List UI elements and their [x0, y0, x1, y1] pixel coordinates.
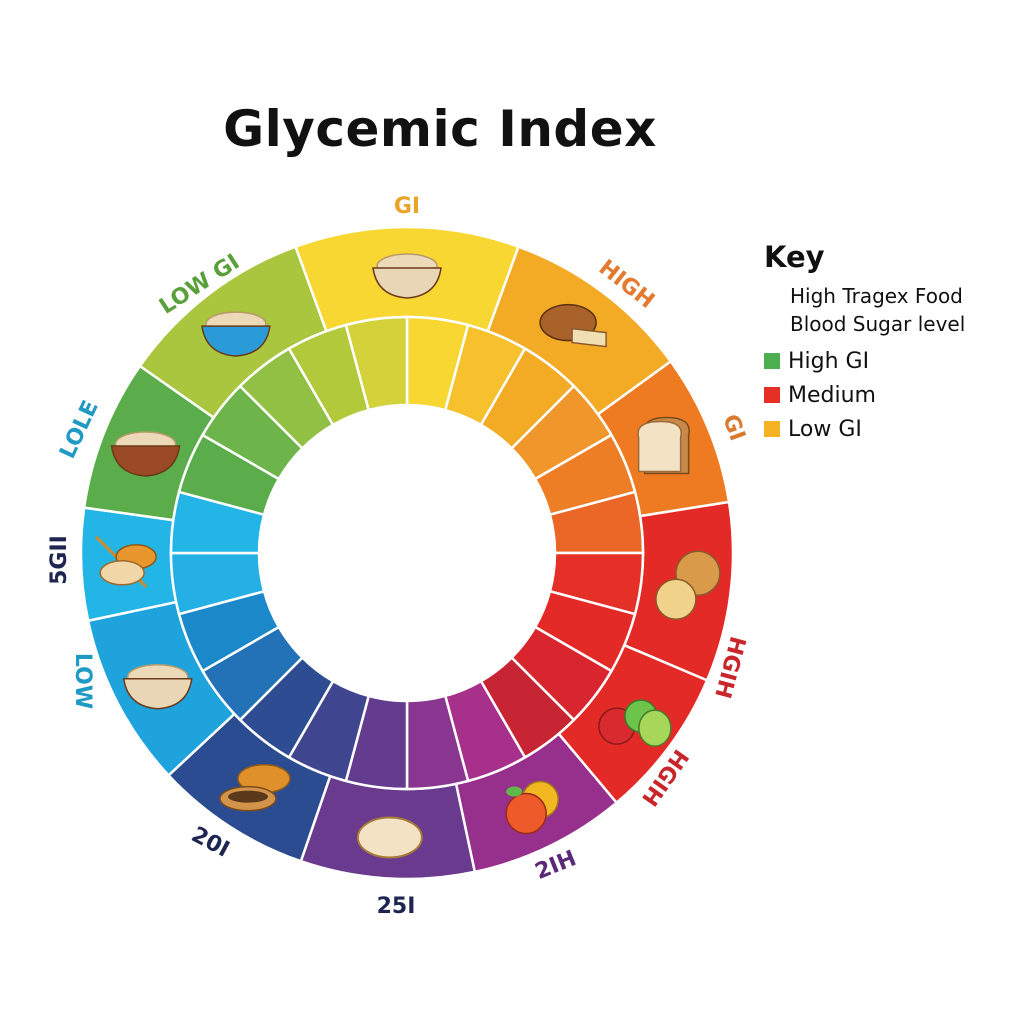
legend-title: Key: [764, 240, 825, 274]
wheat-and-bread-icon: [95, 535, 157, 588]
food-icons: [95, 253, 721, 859]
brown-oat-bowl-icon: [110, 431, 181, 477]
popcorn-bowl-icon: [122, 664, 193, 710]
ring-label: LOW: [70, 653, 95, 709]
legend-description: High Tragex Food Blood Sugar level: [764, 282, 1014, 338]
legend-label: Medium: [788, 382, 876, 408]
legend-label: Low GI: [788, 416, 862, 442]
legend-item-medium: Medium: [764, 378, 1014, 412]
bread-and-bowl-icon: [372, 253, 442, 299]
legend-item-low-gi: Low GI: [764, 412, 1014, 446]
bread-loaf-icon: [539, 303, 607, 348]
ring-label: 5GII: [47, 535, 72, 585]
legend-description-line: Blood Sugar level: [790, 312, 966, 336]
ring-label: GI: [717, 411, 749, 444]
tomato-and-guava-icon: [598, 699, 672, 747]
legend-item-high-gi: High GI: [764, 344, 1014, 378]
blue-oat-bowl-icon: [201, 311, 271, 357]
legend-swatch-red: [764, 387, 780, 403]
ring-label: 25I: [377, 894, 416, 919]
legend: Key High Tragex Food Blood Sugar level H…: [764, 240, 1014, 446]
apple-and-pear-icon: [505, 780, 559, 835]
legend-swatch-green: [764, 353, 780, 369]
page-title: Glycemic Index: [223, 100, 657, 158]
papaya-and-bread-icon: [219, 763, 291, 812]
bun-and-cracker-icon: [655, 550, 721, 620]
bread-roll-icon: [356, 816, 423, 859]
ring-label: GI: [394, 194, 420, 219]
toast-slice-icon: [637, 416, 690, 475]
center-hole: [259, 405, 555, 701]
legend-label: High GI: [788, 348, 870, 374]
legend-description-line: High Tragex Food: [790, 284, 963, 308]
legend-swatch-orange: [764, 421, 780, 437]
inner-ring: [169, 315, 645, 791]
ring-label: 20I: [187, 822, 233, 862]
